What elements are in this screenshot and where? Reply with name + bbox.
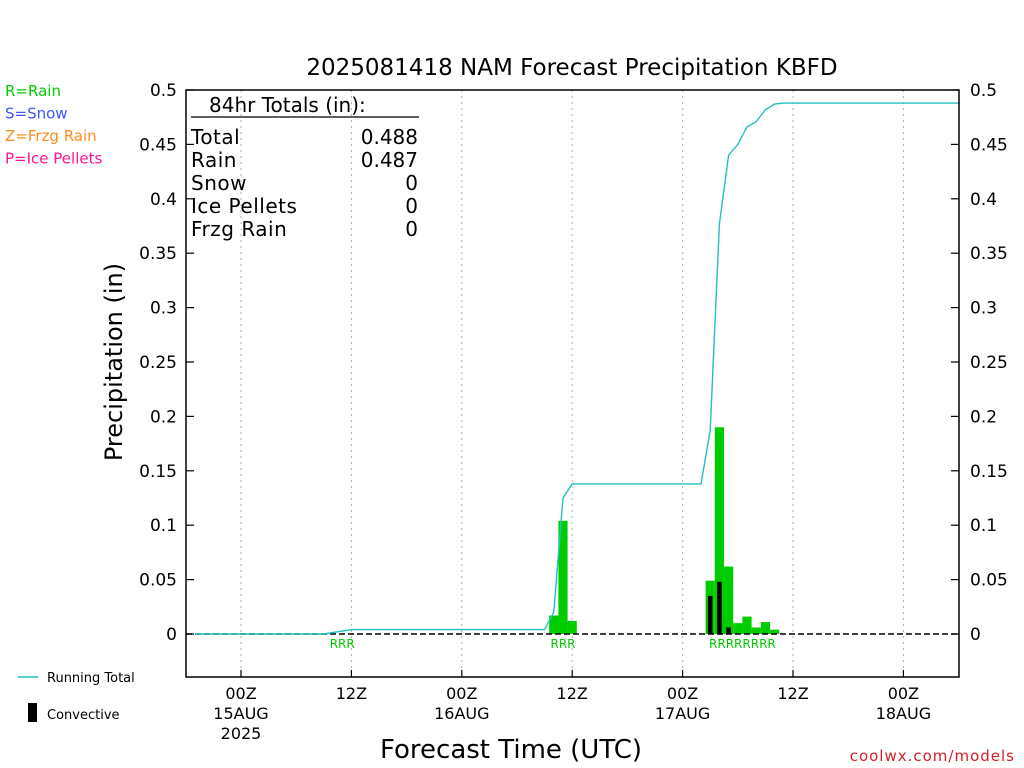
y-axis-right: 0 0.05 0.1 0.15 0.2 0.25 0.3 0.35 0.4 0.45 0.5: [951, 81, 1008, 645]
convective-bar: [707, 595, 713, 634]
y-tick-label: 0.2: [970, 407, 997, 427]
running-total-layer: [195, 102, 959, 635]
y-tick-label: 0.3: [970, 299, 997, 319]
precip-type-legend: R=Rain S=Snow Z=Frzg Rain P=Ice Pellets: [5, 82, 102, 168]
x-tick-date-label: 18AUG: [876, 704, 931, 723]
legend-bar-swatch: [28, 703, 37, 722]
y-tick-label: 0.5: [150, 81, 177, 101]
rain-bar: [567, 620, 577, 634]
y-tick-label: 0.4: [150, 190, 177, 210]
totals-row-label: Ice Pellets: [191, 194, 297, 218]
totals-row-label: Snow: [191, 171, 247, 195]
watermark: coolwx.com/models: [850, 747, 1015, 765]
x-tick-label: 00Z: [225, 684, 256, 703]
chart-title: 2025081418 NAM Forecast Precipitation KB…: [306, 55, 837, 81]
legend-entry: R=Rain: [5, 82, 61, 100]
y-tick-label: 0.2: [150, 407, 177, 427]
rain-bar: [558, 520, 568, 634]
x-tick-label: 00Z: [446, 684, 477, 703]
legend-entry: P=Ice Pellets: [5, 150, 102, 168]
totals-row-label: Frzg Rain: [191, 217, 287, 241]
legend-label: Convective: [47, 708, 120, 723]
y-tick-label: 0.3: [150, 299, 177, 319]
rain-bar: [733, 623, 743, 634]
grid-lines: [240, 90, 904, 677]
rain-bar: [549, 615, 559, 634]
y-tick-label: 0: [970, 625, 981, 645]
y-tick-label: 0.5: [970, 81, 997, 101]
y-tick-label: 0.05: [139, 571, 177, 591]
y-axis-left: 0 0.05 0.1 0.15 0.2 0.25 0.3 0.35 0.4 0.45 0.5: [139, 81, 194, 645]
totals-row-value: 0: [405, 194, 418, 218]
totals-row-label: Total: [190, 125, 240, 149]
y-tick-label: 0.45: [139, 135, 177, 155]
legend-entry: Z=Frzg Rain: [5, 127, 97, 145]
totals-row-value: 0: [405, 171, 418, 195]
totals-box: 84hr Totals (in): Total 0.488 Rain 0.487 Snow…: [190, 93, 419, 241]
y-tick-label: 0.15: [970, 462, 1008, 482]
rain-bar: [724, 566, 734, 634]
precip-type-label: RRR: [330, 637, 355, 651]
y-tick-label: 0.25: [139, 353, 177, 373]
totals-row-label: Rain: [191, 148, 237, 172]
y-tick-label: 0.05: [970, 571, 1008, 591]
rain-bar: [714, 427, 724, 634]
totals-row-value: 0.488: [361, 125, 418, 149]
x-tick-label: 00Z: [667, 684, 698, 703]
y-tick-label: 0.1: [150, 516, 177, 536]
y-tick-label: 0.35: [970, 244, 1008, 264]
y-tick-label: 0.35: [139, 244, 177, 264]
totals-row-value: 0.487: [361, 148, 418, 172]
rain-bar: [760, 622, 770, 634]
rain-bar: [770, 629, 780, 634]
y-tick-label: 0.1: [970, 516, 997, 536]
x-tick-date-label: 15AUG: [213, 704, 268, 723]
legend-label: Running Total: [47, 671, 135, 686]
precip-type-label: RRR: [550, 637, 575, 651]
y-tick-label: 0: [166, 625, 177, 645]
y-tick-label: 0.15: [139, 462, 177, 482]
bar-layer: [549, 427, 780, 634]
convective-bar: [717, 581, 722, 634]
y-tick-label: 0.45: [970, 135, 1008, 155]
x-tick-label: 12Z: [777, 684, 808, 703]
precip-type-label: RRRRRRRR: [709, 637, 776, 651]
y-tick-label: 0.25: [970, 353, 1008, 373]
legend-entry: S=Snow: [5, 105, 68, 123]
rain-bar: [742, 616, 752, 634]
totals-heading: 84hr Totals (in):: [209, 93, 366, 117]
x-axis-label: Forecast Time (UTC): [380, 735, 642, 765]
running-total-line: [195, 102, 959, 635]
precip-type-annotations: RRR RRR RRRRRRRR: [330, 637, 776, 651]
y-axis-label: Precipitation (in): [100, 263, 128, 461]
x-tick-date-label: 17AUG: [655, 704, 710, 723]
y-tick-label: 0.4: [970, 190, 997, 210]
convective-bar: [726, 627, 731, 634]
x-tick-date-label: 16AUG: [434, 704, 489, 723]
totals-row-value: 0: [405, 217, 418, 241]
x-tick-label: 12Z: [336, 684, 367, 703]
series-legend: Running Total Convective: [18, 671, 135, 723]
x-tick-year-label: 2025: [221, 724, 262, 743]
x-tick-label: 00Z: [888, 684, 919, 703]
rain-bar: [751, 627, 761, 634]
x-tick-label: 12Z: [557, 684, 588, 703]
